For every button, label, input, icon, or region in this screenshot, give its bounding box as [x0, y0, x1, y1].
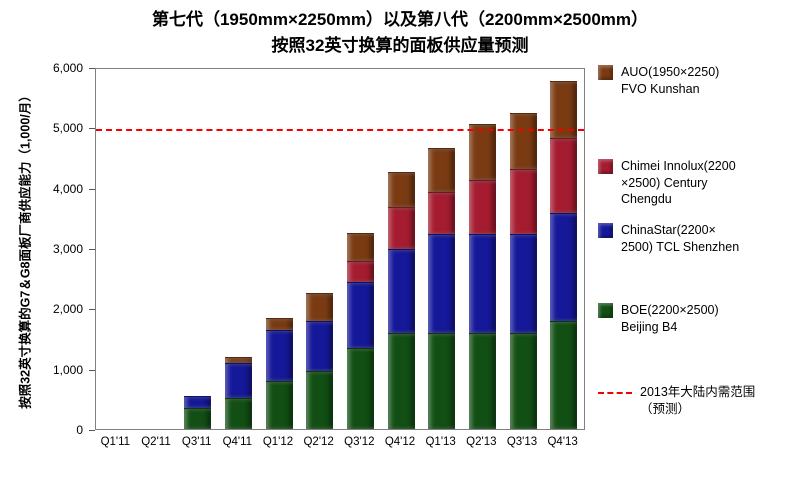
bar-Q3'12 — [346, 69, 374, 429]
legend-color-swatch — [598, 303, 613, 318]
legend-item: AUO(1950×2250) FVO Kunshan — [598, 64, 719, 97]
y-tick-label: 2,000 — [52, 302, 83, 317]
bar-Q1'13 — [428, 69, 456, 429]
bar-segment — [306, 292, 334, 321]
bar-segment — [184, 396, 212, 408]
bar-segment — [224, 357, 252, 363]
bar-segment — [184, 408, 212, 429]
bar-segment — [509, 169, 537, 234]
x-tick-label: Q1'11 — [100, 436, 131, 448]
y-tick-label: 5,000 — [52, 121, 83, 136]
legend-color-swatch — [598, 223, 613, 238]
bar-Q4'12 — [387, 69, 415, 429]
bar-segment — [428, 333, 456, 429]
x-tick-label: Q4'12 — [384, 436, 416, 448]
bar-segment — [346, 261, 374, 282]
bar-Q4'11 — [224, 69, 252, 429]
bar-segment — [387, 207, 415, 249]
x-axis-labels: Q1'11 Q2'11 Q3'11 Q4'11 Q1'12 Q2'12 Q3'12 Q4'12… — [95, 436, 585, 454]
legend: AUO(1950×2250) FVO Kunshan Chimei Innolux(… — [598, 62, 798, 442]
bar-Q3'11 — [184, 69, 212, 429]
bar-segment — [468, 180, 496, 234]
y-tick-mark — [89, 369, 95, 371]
bar-Q3'13 — [509, 69, 537, 429]
legend-item: BOE(2200×2500) Beijing B4 — [598, 302, 719, 335]
bar-segment — [387, 333, 415, 429]
bar-segment — [468, 333, 496, 429]
y-tick-label: 0 — [76, 423, 83, 437]
bar-Q1'12 — [265, 69, 293, 429]
chart-title: 第七代（1950mm×2250mm）以及第八代（2200mm×2500mm） 按… — [0, 7, 800, 60]
legend-item: 2013年大陆内需范围 （预测） — [598, 384, 755, 417]
x-tick-label: Q1'12 — [262, 436, 294, 448]
bar-Q1'11 — [103, 69, 130, 429]
y-axis-label: 按照32英寸换算的G7＆G8面板厂商供应能力（1,000/月） — [18, 89, 33, 409]
bar-Q4'13 — [550, 69, 578, 429]
bar-segment — [550, 213, 578, 321]
y-tick-label: 3,000 — [52, 242, 83, 256]
bar-segment — [224, 397, 252, 429]
x-tick-label: Q3'11 — [181, 436, 212, 448]
bar-segment — [550, 321, 578, 429]
bar-segment — [265, 381, 293, 429]
bar-segment — [306, 370, 334, 429]
chart-title-line1: 第七代（1950mm×2250mm）以及第八代（2200mm×2500mm） — [151, 10, 649, 29]
bar-segment — [428, 192, 456, 234]
bar-segment — [306, 321, 334, 371]
bar-segment — [224, 363, 252, 398]
bar-segment — [468, 234, 496, 333]
legend-label: ChinaStar(2200× 2500) TCL Shenzhen — [621, 223, 740, 254]
bar-segment — [387, 249, 415, 333]
legend-color-swatch — [598, 159, 613, 174]
x-tick-label: Q3'12 — [344, 436, 375, 448]
bar-segment — [428, 148, 456, 192]
plot-area — [95, 68, 585, 430]
x-tick-label: Q2'12 — [303, 436, 334, 448]
bar-Q2'11 — [144, 69, 171, 429]
y-tick-mark — [89, 188, 95, 190]
y-tick-label: 4,000 — [52, 181, 83, 196]
demand-reference-line — [96, 129, 584, 131]
x-tick-label: Q3'13 — [506, 436, 538, 448]
bar-segment — [346, 232, 374, 261]
bar-segment — [509, 112, 537, 170]
legend-color-swatch — [598, 65, 613, 80]
x-tick-label: Q2'13 — [466, 436, 497, 448]
y-axis-ticks: 0 1,000 2,000 3,000 4,000 5,000 6,000 — [38, 61, 95, 437]
bar-Q2'12 — [306, 69, 334, 429]
bar-segment — [387, 172, 415, 207]
bar-segment — [265, 330, 293, 381]
x-tick-label: Q4'11 — [222, 436, 253, 448]
y-tick-mark — [89, 309, 95, 311]
x-tick-label: Q1'13 — [425, 436, 456, 448]
legend-label: BOE(2200×2500) Beijing B4 — [621, 303, 719, 334]
bar-segment — [550, 81, 578, 138]
bar-Q2'13 — [468, 69, 496, 429]
bar-segment — [265, 318, 293, 330]
y-tick-mark — [89, 430, 95, 431]
bar-segment — [509, 234, 537, 333]
legend-label: 2013年大陆内需范围 （预测） — [640, 385, 756, 416]
legend-item: ChinaStar(2200× 2500) TCL Shenzhen — [598, 222, 739, 255]
x-tick-label: Q2'11 — [141, 436, 171, 448]
bar-segment — [550, 138, 578, 213]
legend-item: Chimei Innolux(2200 ×2500) Century Chengdu — [598, 158, 736, 208]
y-tick-mark — [89, 249, 95, 250]
legend-label: AUO(1950×2250) FVO Kunshan — [621, 65, 720, 96]
bar-segment — [428, 234, 456, 333]
bar-segment — [509, 333, 537, 429]
y-tick-label: 6,000 — [52, 61, 83, 75]
legend-dashed-line-icon — [598, 392, 632, 394]
x-tick-label: Q4'13 — [547, 436, 578, 448]
bar-segment — [468, 124, 496, 180]
chart-title-line2: 按照32英寸换算的面板供应量预测 — [271, 36, 529, 56]
y-tick-mark — [89, 128, 95, 130]
y-tick-label: 1,000 — [52, 362, 83, 377]
legend-label: Chimei Innolux(2200 ×2500) Century Chengdu — [621, 159, 736, 206]
bar-segment — [346, 348, 374, 429]
y-tick-mark — [89, 68, 95, 69]
bar-segment — [346, 282, 374, 348]
